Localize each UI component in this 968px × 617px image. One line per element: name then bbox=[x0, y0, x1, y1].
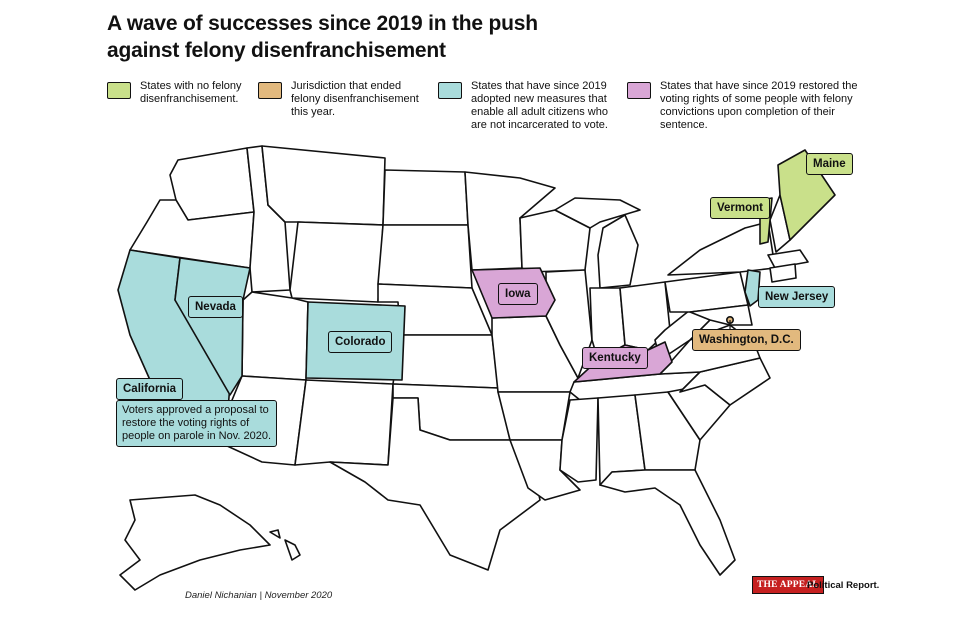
legend-no-disenfranchisement: States with no felony disenfranchisement… bbox=[107, 80, 242, 106]
legend-ended-this-year: Jurisdiction that ended felony disenfran… bbox=[258, 80, 419, 119]
legend-swatch-teal bbox=[438, 82, 462, 99]
state-south-dakota bbox=[377, 224, 473, 289]
legend-text: States with no felony disenfranchisement… bbox=[140, 80, 242, 105]
state-connecticut bbox=[769, 263, 797, 283]
state-washington bbox=[169, 147, 255, 221]
california-note: Voters approved a proposal to restore th… bbox=[116, 400, 278, 447]
state-nevada bbox=[174, 257, 251, 396]
state-michigan-upper bbox=[554, 197, 641, 229]
label-colorado: Colorado bbox=[328, 331, 393, 353]
state-utah bbox=[241, 291, 309, 381]
state-hawaii bbox=[284, 539, 301, 561]
map-credit: Daniel Nichanian | November 2020 bbox=[185, 590, 333, 601]
state-kansas bbox=[392, 334, 499, 389]
the-appeal-logo: THE APPEAL bbox=[752, 576, 824, 594]
state-maine bbox=[777, 149, 836, 241]
label-washington-dc: Washington, D.C. bbox=[692, 329, 801, 351]
state-massachusetts bbox=[767, 249, 809, 269]
state-wyoming bbox=[289, 221, 384, 303]
map-title: A wave of successes since 2019 in the pu… bbox=[107, 12, 538, 62]
label-nevada: Nevada bbox=[188, 296, 243, 318]
label-california: California bbox=[116, 378, 184, 400]
state-new-york bbox=[667, 221, 776, 276]
state-michigan bbox=[597, 214, 639, 289]
legend-text: States that have since 2019 restored the… bbox=[660, 80, 858, 131]
state-montana bbox=[261, 145, 386, 226]
label-new-jersey: New Jersey bbox=[758, 286, 836, 308]
state-arkansas bbox=[497, 391, 571, 441]
political-report-label: Political Report. bbox=[807, 580, 880, 591]
legend-text: States that have since 2019 adopted new … bbox=[471, 80, 608, 131]
legend-swatch-purple bbox=[627, 82, 651, 99]
legend-swatch-orange bbox=[258, 82, 282, 99]
state-new-jersey bbox=[744, 269, 761, 307]
state-maryland bbox=[689, 304, 753, 326]
state-alaska bbox=[119, 494, 271, 591]
state-texas bbox=[329, 397, 541, 571]
legend-new-measures: States that have since 2019 adopted new … bbox=[438, 80, 608, 132]
state-hawaii-2 bbox=[269, 529, 281, 539]
state-new-mexico bbox=[294, 379, 394, 466]
state-north-dakota bbox=[382, 169, 469, 226]
label-iowa: Iowa bbox=[498, 283, 538, 305]
label-vermont: Vermont bbox=[710, 197, 771, 219]
label-kentucky: Kentucky bbox=[582, 347, 648, 369]
legend-swatch-green bbox=[107, 82, 131, 99]
state-georgia bbox=[634, 391, 701, 471]
label-maine: Maine bbox=[806, 153, 853, 175]
state-florida bbox=[599, 469, 736, 576]
legend-text: Jurisdiction that ended felony disenfran… bbox=[291, 80, 419, 118]
legend-restored-rights: States that have since 2019 restored the… bbox=[627, 80, 858, 132]
